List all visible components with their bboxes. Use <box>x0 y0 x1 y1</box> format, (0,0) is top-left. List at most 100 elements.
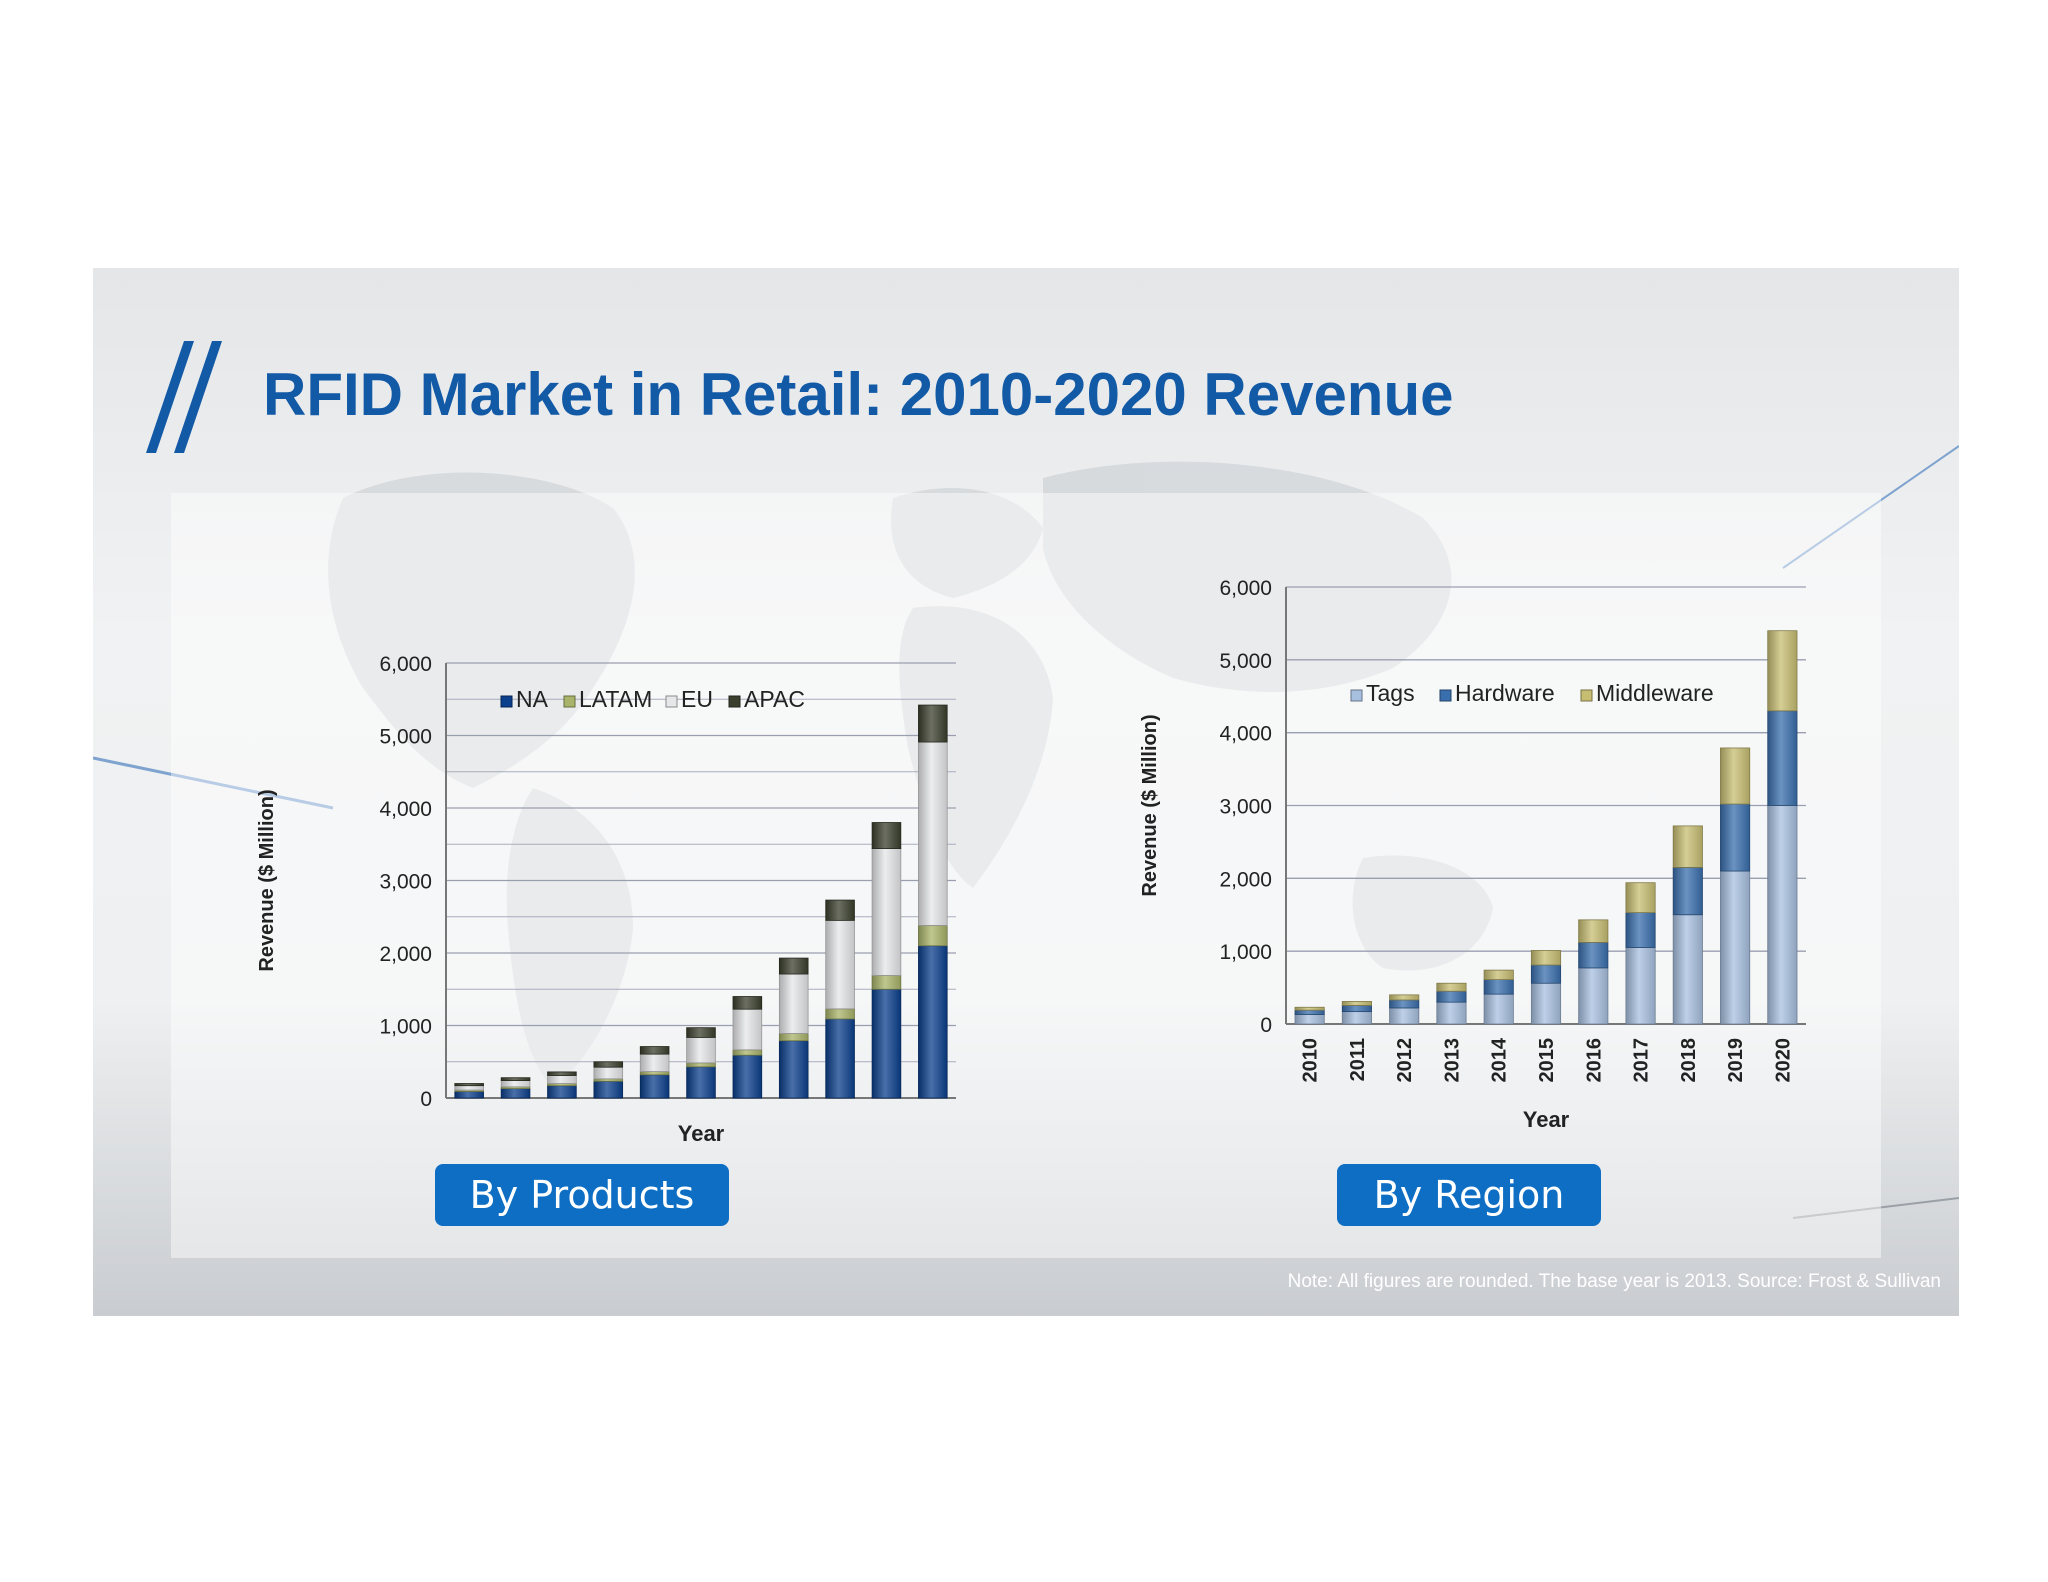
bar-segment-hardware-2013 <box>1436 990 1467 1003</box>
bar-segment-na-2016 <box>732 1054 763 1099</box>
legend-swatch <box>665 695 678 708</box>
bar-segment-latam-2017 <box>778 1033 809 1042</box>
x-axis-title: Year <box>678 1121 725 1146</box>
y-tick-label: 6,000 <box>379 653 432 676</box>
bar-segment-hardware-2020 <box>1767 710 1798 806</box>
bar-segment-na-2019 <box>871 988 902 1099</box>
y-tick-label: 1,000 <box>1219 941 1272 964</box>
legend-label: Hardware <box>1455 680 1555 706</box>
bar-segment-apac-2011 <box>500 1077 531 1082</box>
y-tick-label: 2,000 <box>1219 868 1272 891</box>
x-axis-title: Year <box>1523 1107 1570 1132</box>
bar-segment-apac-2012 <box>547 1071 577 1076</box>
bar-segment-middleware-2011 <box>1341 1001 1372 1006</box>
y-tick-label: 0 <box>420 1088 432 1111</box>
legend-swatch <box>1439 689 1452 702</box>
legend-label: LATAM <box>579 686 652 712</box>
bar-segment-na-2010 <box>454 1091 484 1099</box>
bar-segment-hardware-2012 <box>1389 999 1420 1009</box>
bar-segment-na-2012 <box>547 1085 577 1099</box>
bar-segment-eu-2012 <box>547 1075 577 1084</box>
x-tick-label: 2012 <box>1394 1038 1416 1083</box>
bar-segment-middleware-2018 <box>1672 825 1703 868</box>
bar-segment-eu-2014 <box>639 1053 670 1072</box>
bar-segment-middleware-2012 <box>1389 994 1420 1001</box>
bar-segment-apac-2017 <box>778 957 809 975</box>
x-tick-label: 2013 <box>1441 1038 1463 1083</box>
legend-label: APAC <box>744 686 805 712</box>
y-tick-label: 5,000 <box>1219 650 1272 673</box>
legend-swatch <box>1350 689 1363 702</box>
by-products-button[interactable]: By Products <box>435 1164 729 1226</box>
bar-segment-apac-2020 <box>918 704 948 743</box>
bar-segment-latam-2014 <box>639 1071 670 1076</box>
bar-segment-apac-2016 <box>732 996 763 1010</box>
bar-segment-latam-2019 <box>871 975 902 990</box>
bar-segment-tags-2010 <box>1294 1014 1325 1025</box>
y-tick-label: 3,000 <box>379 871 432 894</box>
bar-segment-eu-2018 <box>825 919 855 1010</box>
legend-swatch <box>563 695 576 708</box>
bar-segment-na-2015 <box>686 1066 716 1099</box>
legend-label: EU <box>681 686 713 712</box>
bar-segment-hardware-2019 <box>1720 803 1751 872</box>
x-tick-label: 2010 <box>1300 1038 1322 1083</box>
bar-segment-middleware-2015 <box>1530 950 1562 966</box>
bar-segment-middleware-2019 <box>1720 747 1751 805</box>
bar-segment-na-2018 <box>825 1018 855 1099</box>
chart-panel <box>171 493 1881 1258</box>
bar-segment-tags-2019 <box>1720 870 1751 1025</box>
x-tick-label: 2017 <box>1631 1038 1653 1083</box>
x-tick-label: 2018 <box>1678 1038 1700 1083</box>
y-tick-label: 4,000 <box>379 798 432 821</box>
revenue-by-region-chart: 0 1,000 2,000 3,000 4,000 5,000 6,000 2010 2011 2… <box>1139 577 1806 1132</box>
bar-segment-tags-2014 <box>1483 993 1514 1025</box>
bar-segment-apac-2018 <box>825 899 855 921</box>
x-tick-label: 2015 <box>1536 1038 1558 1083</box>
bar-segment-apac-2013 <box>593 1061 624 1068</box>
bar-segment-middleware-2010 <box>1294 1006 1325 1011</box>
bar-segment-eu-2013 <box>593 1066 624 1080</box>
x-tick-label: 2020 <box>1772 1038 1794 1083</box>
y-axis-title: Revenue ($ Million) <box>1139 714 1161 896</box>
bar-segment-middleware-2016 <box>1578 919 1609 943</box>
y-tick-label: 6,000 <box>1219 577 1272 600</box>
bar-segment-eu-2010 <box>454 1085 484 1091</box>
bar-segment-tags-2020 <box>1767 805 1798 1025</box>
bar-segment-latam-2015 <box>686 1062 716 1068</box>
y-tick-label: 1,000 <box>379 1016 432 1039</box>
bar-segment-apac-2010 <box>454 1083 484 1087</box>
bar-segment-middleware-2013 <box>1436 982 1467 992</box>
y-tick-label: 5,000 <box>379 726 432 749</box>
legend-label: Tags <box>1366 680 1415 706</box>
by-region-button[interactable]: By Region <box>1337 1164 1601 1226</box>
slide-title: RFID Market in Retail: 2010-2020 Revenue <box>263 361 1454 428</box>
bar-segment-eu-2020 <box>918 741 948 926</box>
bar-segment-tags-2015 <box>1530 982 1562 1025</box>
x-tick-label: 2014 <box>1489 1037 1511 1082</box>
bar-segment-eu-2017 <box>778 973 809 1034</box>
bar-segment-eu-2011 <box>500 1080 531 1088</box>
bar-segment-apac-2019 <box>871 822 902 850</box>
bar-segment-middleware-2017 <box>1625 882 1656 913</box>
bar-segment-latam-2016 <box>732 1049 763 1056</box>
legend-label: Middleware <box>1596 680 1714 706</box>
y-tick-label: 4,000 <box>1219 723 1272 746</box>
bar-segment-na-2014 <box>639 1074 670 1099</box>
legend-swatch <box>500 695 513 708</box>
y-tick-label: 0 <box>1260 1014 1272 1037</box>
bar-segment-hardware-2010 <box>1294 1009 1325 1015</box>
x-tick-label: 2011 <box>1347 1038 1369 1081</box>
x-tick-label: 2019 <box>1725 1038 1747 1083</box>
bar-segment-hardware-2011 <box>1341 1005 1372 1013</box>
bar-segment-tags-2018 <box>1672 914 1703 1025</box>
bar-segment-hardware-2016 <box>1578 942 1609 969</box>
bar-segment-hardware-2015 <box>1530 964 1562 984</box>
source-note: Note: All figures are rounded. The base … <box>1287 1271 1941 1292</box>
legend-label: NA <box>516 686 549 712</box>
y-axis-title: Revenue ($ Million) <box>256 789 278 971</box>
x-tick-label: 2016 <box>1583 1038 1605 1083</box>
bar-segment-eu-2019 <box>871 848 902 976</box>
bar-segment-middleware-2020 <box>1767 630 1798 712</box>
legend-swatch <box>1580 689 1593 702</box>
